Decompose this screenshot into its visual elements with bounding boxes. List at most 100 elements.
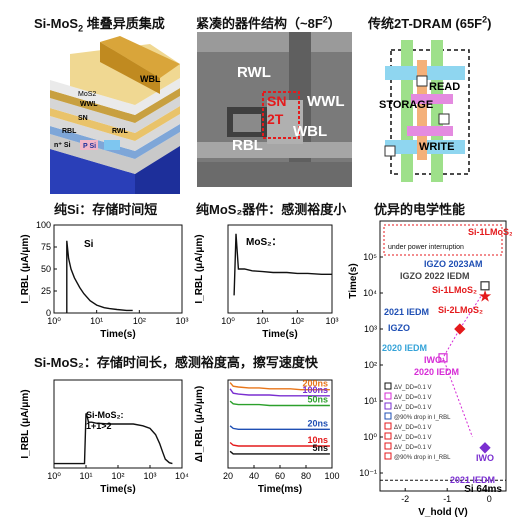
legend-entry: ΔV_DD=0.1 V	[394, 405, 432, 411]
x-tick-label: 40	[249, 471, 259, 481]
x-tick-label: 10³	[175, 316, 188, 326]
x-tick-label: 0	[487, 494, 492, 504]
label-igzo: IGZO	[388, 323, 410, 333]
x-tick-label: 10⁰	[221, 316, 235, 326]
point-2021 IEDM	[479, 442, 491, 454]
y-tick-label: 10³	[364, 324, 377, 334]
label-2021-iedm-b: 2021 IEDM	[450, 475, 495, 485]
y-axis-label: ΔI_RBL (μA/μm)	[194, 386, 205, 462]
label-si-64ms: Si 64ms	[464, 484, 502, 495]
y-tick-label: 0	[46, 308, 51, 318]
y-tick-label: 10¹	[364, 396, 377, 406]
point-IGZO 2022 IEDM	[480, 281, 490, 291]
stack-schematic: WBL MoS2 WWL SN RBL RWL n⁺ Si P Si	[50, 36, 180, 194]
label-si2lmos2: Si-2LMoS₂	[438, 305, 483, 315]
label-2020-iedm-b: 2020 IEDM	[414, 367, 459, 377]
y-tick-label: 100	[36, 220, 51, 230]
x-axis-label: Time(s)	[100, 329, 135, 340]
x-axis-label: Time(s)	[262, 329, 297, 340]
y-tick-label: 75	[41, 242, 51, 252]
x-tick-label: 10²	[133, 316, 146, 326]
y-tick-label: 10⁴	[363, 288, 377, 298]
series-100ns	[229, 388, 330, 397]
series-label: 50ns	[307, 395, 328, 405]
y-tick-label: 10²	[364, 360, 377, 370]
x-tick-label: 10²	[291, 316, 304, 326]
x-tick-label: 10⁰	[47, 471, 61, 481]
y-axis-label: I_RBL (μA/μm)	[20, 389, 31, 458]
sem-image: RWL SN WWL 2T WBL RBL	[197, 32, 352, 187]
y-tick-label: 25	[41, 286, 51, 296]
plot-frame	[379, 220, 507, 492]
x-tick-label: 10³	[143, 471, 156, 481]
legend-entry: ΔV_DD=0.1 V	[394, 425, 432, 431]
legend-entry: @90% drop in I_RBL	[394, 415, 451, 421]
label-wwl: WWL	[80, 101, 98, 108]
series-50ns	[229, 400, 330, 407]
chart-si-mos2: 10⁰ 10¹ 10² 10³ 10⁴ Time(s) I_RBL (μA/μm) Si-Mo…	[20, 379, 189, 495]
label-2020-iedm-a: 2020 IEDM	[382, 343, 427, 353]
x-tick-label: 10³	[325, 316, 338, 326]
x-tick-label: -1	[443, 494, 451, 504]
sem-wwl: WWL	[307, 93, 344, 110]
series-label: 200ns	[302, 379, 328, 389]
label-wbl: WBL	[140, 74, 161, 84]
y-tick-label: 10⁰	[363, 432, 377, 442]
dram-storage: STORAGE	[379, 99, 433, 111]
legend-entry: @90% drop in I_RBL	[394, 455, 451, 461]
legend-si-mos2: Si-MoS₂:	[86, 410, 124, 420]
label-p-si: P Si	[83, 143, 96, 150]
chart-si: 10⁰ 10¹ 10² 10³ 0 25 50 75 100 Time(s) I_RBL (μA/μ…	[20, 220, 189, 340]
title-si-mos2: Si-MoS₂：存储时间长，感测裕度高，擦写速度快	[34, 355, 318, 370]
dram-layout: READ STORAGE WRITE	[377, 36, 477, 186]
legend-marker	[384, 412, 392, 420]
legend-entry: ΔV_DD=0.1 V	[394, 385, 432, 391]
chart-mos2: 10⁰ 10¹ 10² 10³ Time(s) I_RBL (μA/μm) MoS₂：	[194, 224, 339, 340]
x-tick-label: 80	[301, 471, 311, 481]
series-si-mos2	[54, 413, 173, 465]
x-tick-label: 10¹	[90, 316, 103, 326]
dram-write: WRITE	[419, 141, 454, 153]
label-sn: SN	[78, 115, 88, 122]
y-tick-label: 50	[41, 264, 51, 274]
legend-si-mos2-sub: 1+1>2	[86, 421, 112, 431]
title-compact: 紧凑的器件结构（~8F2）	[196, 14, 341, 31]
label-power: under power interruption	[388, 244, 464, 251]
label-igzo2022: IGZO 2022 IEDM	[400, 271, 470, 281]
plot-frame	[227, 224, 333, 314]
title-stack: Si-MoS2 堆叠异质集成	[34, 16, 165, 34]
label-si1lmos2-top: Si-1LMoS₂	[468, 227, 512, 237]
dram-read: READ	[429, 81, 460, 93]
label-iwo: IWO	[476, 453, 494, 463]
x-tick-label: 60	[275, 471, 285, 481]
label-rbl: RBL	[62, 128, 77, 135]
legend-mos2: MoS₂：	[246, 237, 282, 248]
title-2t-dram: 传统2T-DRAM (65F2)	[368, 14, 492, 31]
x-tick-label: 10¹	[79, 471, 92, 481]
x-tick-label: 10¹	[256, 316, 269, 326]
series-label: 100ns	[302, 385, 328, 395]
label-igzo2023: IGZO 2023AM	[424, 259, 483, 269]
sem-rwl: RWL	[237, 64, 271, 81]
label-si1lmos2: Si-1LMoS₂	[432, 285, 477, 295]
x-tick-label: 10⁴	[175, 471, 189, 481]
series-5ns	[229, 450, 330, 455]
x-tick-label: 10²	[111, 471, 124, 481]
x-tick-label: 100	[324, 471, 339, 481]
series-10ns	[229, 441, 330, 447]
series-si	[66, 240, 133, 313]
legend-marker	[384, 432, 392, 440]
power-box	[383, 224, 503, 256]
series-label: 10ns	[307, 435, 328, 445]
title-mos2: 纯MoS₂器件：感测裕度小	[196, 202, 347, 217]
chart-benchmark: -2 -1 0 10⁻¹ 10⁰ 10¹ 10² 10³ 10⁴ 10⁵ V_hold (V) Tim…	[348, 220, 512, 518]
label-rwl: RWL	[112, 128, 129, 135]
y-tick-label: 10⁵	[363, 252, 377, 262]
legend-marker	[384, 422, 392, 430]
y-axis-label: I_RBL (μA/μm)	[194, 234, 205, 303]
series-200ns	[229, 382, 330, 391]
x-tick-label: -2	[401, 494, 409, 504]
legend-marker	[384, 382, 392, 390]
sem-rbl: RBL	[232, 137, 263, 154]
